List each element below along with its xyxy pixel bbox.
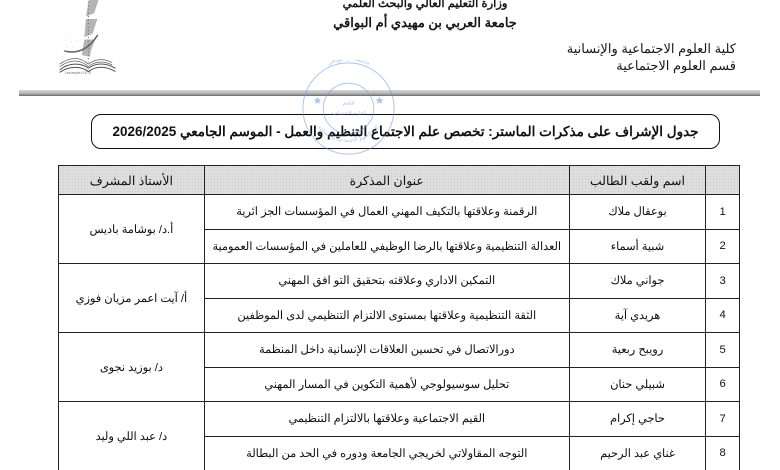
svg-text:جامعة أم البواقي: جامعة أم البواقي <box>58 0 60 61</box>
svg-text:العلوم الاجتماعية: العلوم الاجتماعية <box>331 110 366 116</box>
svg-text:Universite O.E.B: Universite O.E.B <box>65 71 92 75</box>
svg-text:قسم: قسم <box>343 101 355 107</box>
svg-text:جامعة أم البواقي: جامعة أم البواقي <box>326 60 371 67</box>
